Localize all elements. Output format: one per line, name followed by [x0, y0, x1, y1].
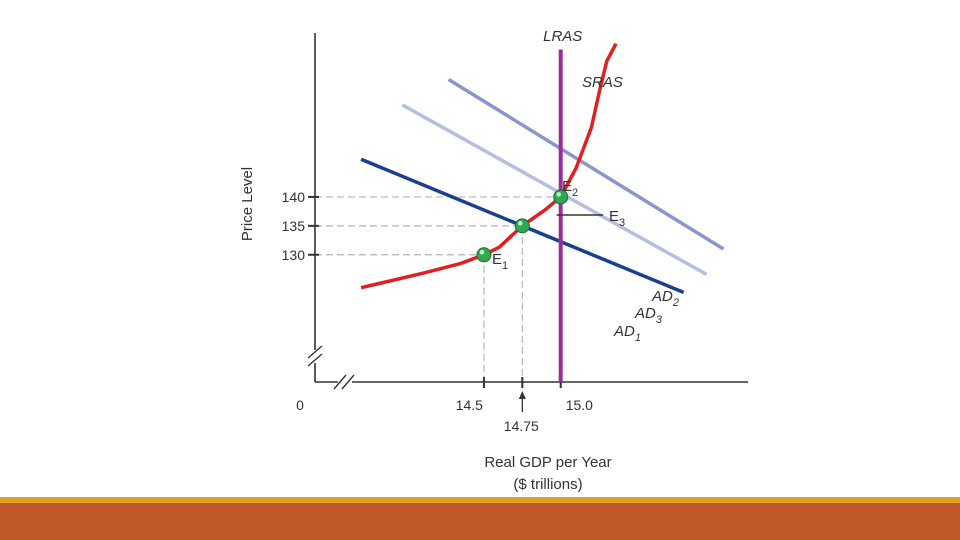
curve-ad3 [401, 103, 708, 276]
x-tick-label-14.75: 14.75 [504, 418, 539, 434]
chart-labels: Price Level Real GDP per Year ($ trillio… [239, 28, 679, 493]
curve-sras [360, 42, 618, 290]
price-level-chart: 130 135 140 14.5 15.0 14.75 Price Level Real … [239, 28, 748, 493]
point-highlight-e1 [479, 249, 485, 255]
equilibrium-points [476, 189, 569, 263]
point-highlight-e3 [518, 221, 523, 226]
point-e1 [476, 247, 492, 263]
curve-layer [360, 42, 725, 382]
curve-ad2 [447, 78, 725, 251]
point-e3 [514, 218, 530, 234]
chart-axes: 130 135 140 14.5 15.0 14.75 [282, 33, 748, 434]
footer-rust-band [0, 503, 960, 540]
x-tick-arrow-head [518, 391, 526, 399]
curve-label-ad3: AD3 [634, 305, 663, 326]
y-axis-title: Price Level [239, 167, 256, 241]
x-axis-unit: ($ trillions) [513, 476, 582, 493]
y-tick-label-130: 130 [282, 247, 306, 263]
y-tick-label-135: 135 [282, 218, 306, 234]
y-tick-label-140: 140 [282, 189, 306, 205]
x-axis-break [333, 374, 355, 390]
y-axis-break [307, 345, 323, 367]
point-label-e2: E2 [562, 178, 578, 199]
point-highlight-e2 [556, 192, 562, 197]
curve-label-ad2: AD2 [651, 288, 679, 309]
sras-label: SRAS [582, 74, 623, 91]
footer-gold-band [0, 497, 960, 503]
origin-label: 0 [296, 397, 304, 413]
x-tick-label-14.5: 14.5 [456, 397, 483, 413]
x-tick-label-15.0: 15.0 [566, 397, 593, 413]
x-axis-title: Real GDP per Year [484, 454, 611, 471]
point-label-e3: E3 [609, 208, 625, 229]
curve-label-ad1: AD1 [613, 323, 641, 344]
lras-label: LRAS [543, 28, 582, 45]
point-label-e1: E1 [492, 251, 508, 272]
